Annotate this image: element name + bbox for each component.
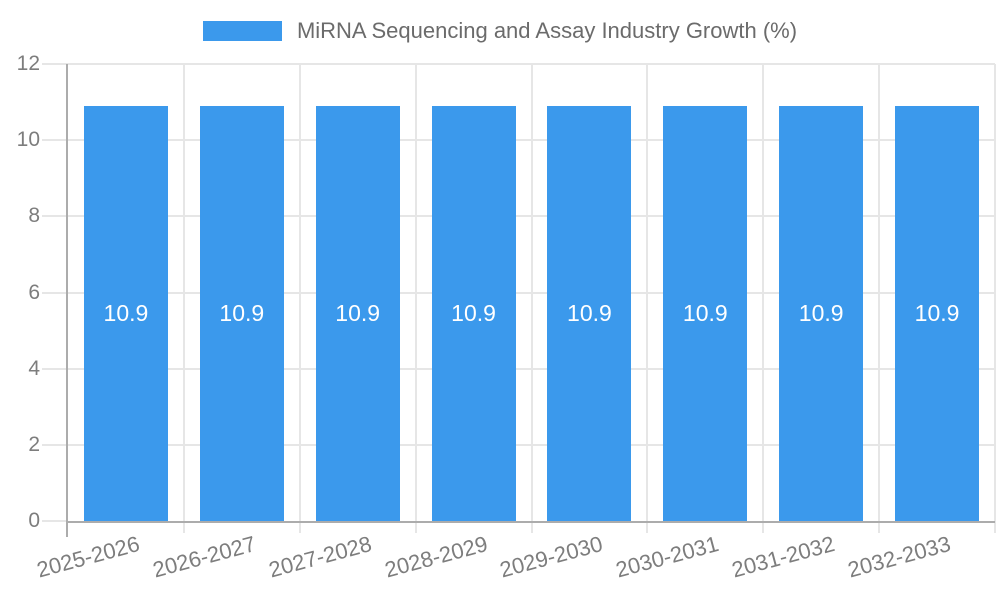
bar-value-label: 10.9 <box>567 299 612 326</box>
x-gridline <box>414 64 417 533</box>
y-axis-tick-label: 4 <box>28 356 40 380</box>
y-axis-tick-label: 8 <box>28 204 40 228</box>
y-gridline <box>42 215 995 218</box>
y-axis-tick-label: 2 <box>28 432 40 456</box>
bar-value-label: 10.9 <box>914 299 960 326</box>
x-gridline <box>182 64 185 533</box>
legend-label: MiRNA Sequencing and Assay Industry Grow… <box>296 18 798 43</box>
bar-value-label: 10.9 <box>682 299 728 326</box>
y-tick <box>42 520 68 522</box>
bar-2030-2031[interactable]: 10.9 <box>663 105 748 521</box>
bar-2029-2030[interactable]: 10.9 <box>547 105 632 521</box>
y-gridline <box>42 367 995 370</box>
y-axis-line <box>66 64 68 537</box>
y-axis-tick-label: 12 <box>16 52 40 75</box>
bar-value-label: 10.9 <box>219 299 265 326</box>
x-gridline <box>762 64 765 533</box>
y-gridline <box>42 63 995 65</box>
bar-2027-2028[interactable]: 10.9 <box>315 105 400 521</box>
bar-value-label: 10.9 <box>335 299 381 326</box>
x-gridline <box>646 64 649 533</box>
bar-2032-2033[interactable]: 10.9 <box>895 105 980 521</box>
y-gridline <box>42 291 995 294</box>
bar-value-label: 10.9 <box>798 299 844 326</box>
legend[interactable]: MiRNA Sequencing and Assay Industry Grow… <box>0 19 1000 43</box>
legend-swatch <box>202 21 282 41</box>
y-axis-tick-label: 10 <box>16 128 40 152</box>
plot-area: 0 2 4 6 8 10 12 10.9 2025-2026 10.9 2026-2027 10.9 2… <box>17 52 996 582</box>
x-axis-line <box>66 521 995 523</box>
y-axis-tick-label: 0 <box>28 509 40 532</box>
y-gridline <box>42 443 995 446</box>
x-gridline <box>994 64 996 533</box>
y-axis-tick-label: 6 <box>28 280 40 304</box>
bar-2025-2026[interactable]: 10.9 <box>83 105 168 521</box>
bar-2031-2032[interactable]: 10.9 <box>779 105 864 521</box>
x-gridline <box>530 64 533 533</box>
bar-2028-2029[interactable]: 10.9 <box>431 105 516 521</box>
y-gridline <box>42 139 995 142</box>
bar-value-label: 10.9 <box>103 299 149 326</box>
x-gridline <box>298 64 301 533</box>
bar-2026-2027[interactable]: 10.9 <box>199 105 284 521</box>
bar-value-label: 10.9 <box>451 299 496 326</box>
x-gridline <box>878 64 881 533</box>
